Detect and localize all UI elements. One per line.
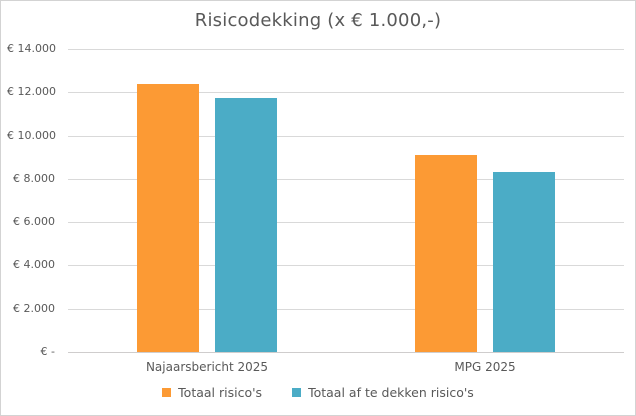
bar-series-0-category-1: [415, 155, 477, 352]
x-axis-label-category-1: MPG 2025: [454, 360, 516, 374]
gridline-12000: [68, 92, 624, 94]
y-tick-label: € 6.000: [13, 215, 55, 229]
legend-label-totaal-af-te-dekken-risicos: Totaal af te dekken risico's: [308, 385, 474, 400]
bar-series-1-category-0: [215, 97, 277, 352]
gridline-8000: [68, 178, 624, 180]
y-tick-label: € 10.000: [7, 128, 56, 142]
y-tick-label: € 2.000: [13, 301, 55, 315]
y-tick-label: € 12.000: [7, 85, 56, 99]
legend-item-totaal-risicos: Totaal risico's: [162, 385, 262, 400]
legend-swatch-totaal-af-te-dekken-risicos: [292, 388, 302, 397]
x-axis-label-category-0: Najaarsbericht 2025: [145, 360, 269, 374]
bar-series-0-category-0: [137, 83, 199, 352]
y-tick-label: € 14.000: [7, 42, 56, 55]
gridline-6000: [68, 222, 624, 224]
y-tick-label: € 8.000: [13, 171, 55, 185]
plot-area: Najaarsbericht 2025 MPG 2025: [68, 49, 624, 374]
legend-swatch-totaal-risicos: [162, 388, 172, 397]
legend: Totaal risico's Totaal af te dekken risi…: [1, 385, 635, 400]
y-tick-label: € -: [40, 345, 55, 358]
y-tick-label: € 4.000: [13, 258, 55, 272]
chart-title: Risicodekking (x € 1.000,-): [194, 10, 442, 31]
gridline-2000: [68, 308, 624, 310]
y-axis-labels: € - € 2.000 € 4.000 € 6.000 € 8.000 € 10.000 €…: [7, 42, 56, 358]
legend-item-totaal-af-te-dekken-risicos: Totaal af te dekken risico's: [292, 385, 474, 400]
gridline-14000: [68, 49, 624, 50]
legend-label-totaal-risicos: Totaal risico's: [178, 385, 263, 400]
gridline-10000: [68, 135, 624, 137]
gridline-0: [68, 352, 624, 353]
bar-series-1-category-1: [493, 172, 555, 352]
gridline-4000: [68, 265, 624, 267]
